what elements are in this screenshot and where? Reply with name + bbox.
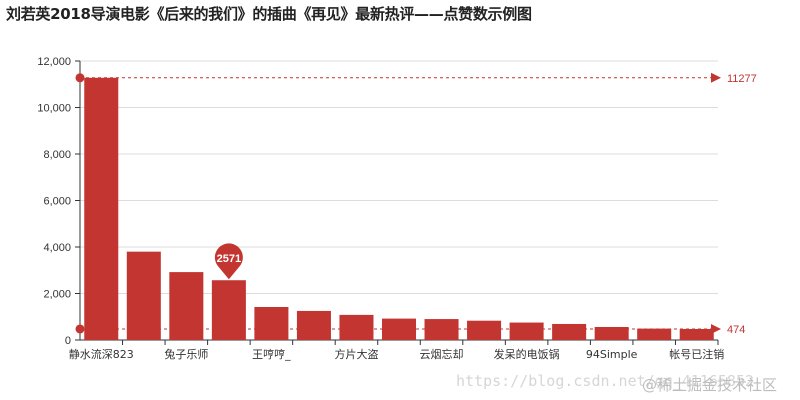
x-category-label: 王哼哼_ (252, 347, 291, 361)
watermark-url: https://blog.csdn.net/qq_41165852 (456, 372, 755, 390)
x-category-label: 云烟忘却 (420, 347, 464, 361)
mark-line-label: 11277 (727, 73, 757, 85)
mark-lines: 11277 474 2571 (75, 72, 757, 336)
bar (467, 320, 502, 340)
x-category-label: 静水流深823 (69, 347, 134, 361)
bar (211, 280, 246, 340)
axis-labels: 0 2,000 4,000 6,000 8,000 10,000 12,000 静水流深823… (37, 56, 724, 361)
bar (509, 322, 544, 340)
bar (552, 323, 587, 340)
y-tick-label: 2,000 (43, 289, 71, 301)
x-category-label: 94Simple (586, 348, 638, 361)
mark-line-start-dot (75, 73, 85, 83)
bar (254, 306, 289, 340)
y-tick-label: 10,000 (37, 103, 71, 115)
bar (637, 328, 672, 340)
mark-line-arrow (711, 323, 721, 334)
grid-lines (80, 60, 718, 294)
bar (126, 251, 161, 340)
x-category-label: 兔子乐师 (164, 347, 208, 361)
mark-line-arrow (711, 72, 721, 83)
y-tick-label: 4,000 (43, 242, 71, 254)
mark-line-start-dot (75, 324, 85, 334)
mark-point-pin (214, 243, 243, 280)
y-tick-label: 0 (65, 335, 71, 347)
y-tick-label: 12,000 (37, 56, 71, 68)
y-tick-label: 6,000 (43, 196, 71, 208)
y-tick-label: 8,000 (43, 149, 71, 161)
x-category-label: 帐号已注销 (669, 347, 724, 361)
x-category-label: 发呆的电饭锅 (494, 347, 560, 361)
bar (296, 310, 331, 340)
mark-line-label: 474 (727, 324, 745, 336)
bars (84, 77, 714, 340)
bar (84, 77, 119, 340)
chart-title: 刘若英2018导演电影《后来的我们》的插曲《再见》最新热评——点赞数示例图 (6, 5, 532, 23)
mark-point-label: 2571 (217, 253, 241, 265)
bar (339, 314, 374, 340)
bar (424, 319, 459, 340)
x-category-label: 方片大盗 (334, 347, 378, 361)
bar (594, 326, 629, 340)
bar (679, 328, 714, 340)
bar (169, 272, 204, 340)
watermark-community: @稀土掘金技术社区 (642, 376, 778, 394)
